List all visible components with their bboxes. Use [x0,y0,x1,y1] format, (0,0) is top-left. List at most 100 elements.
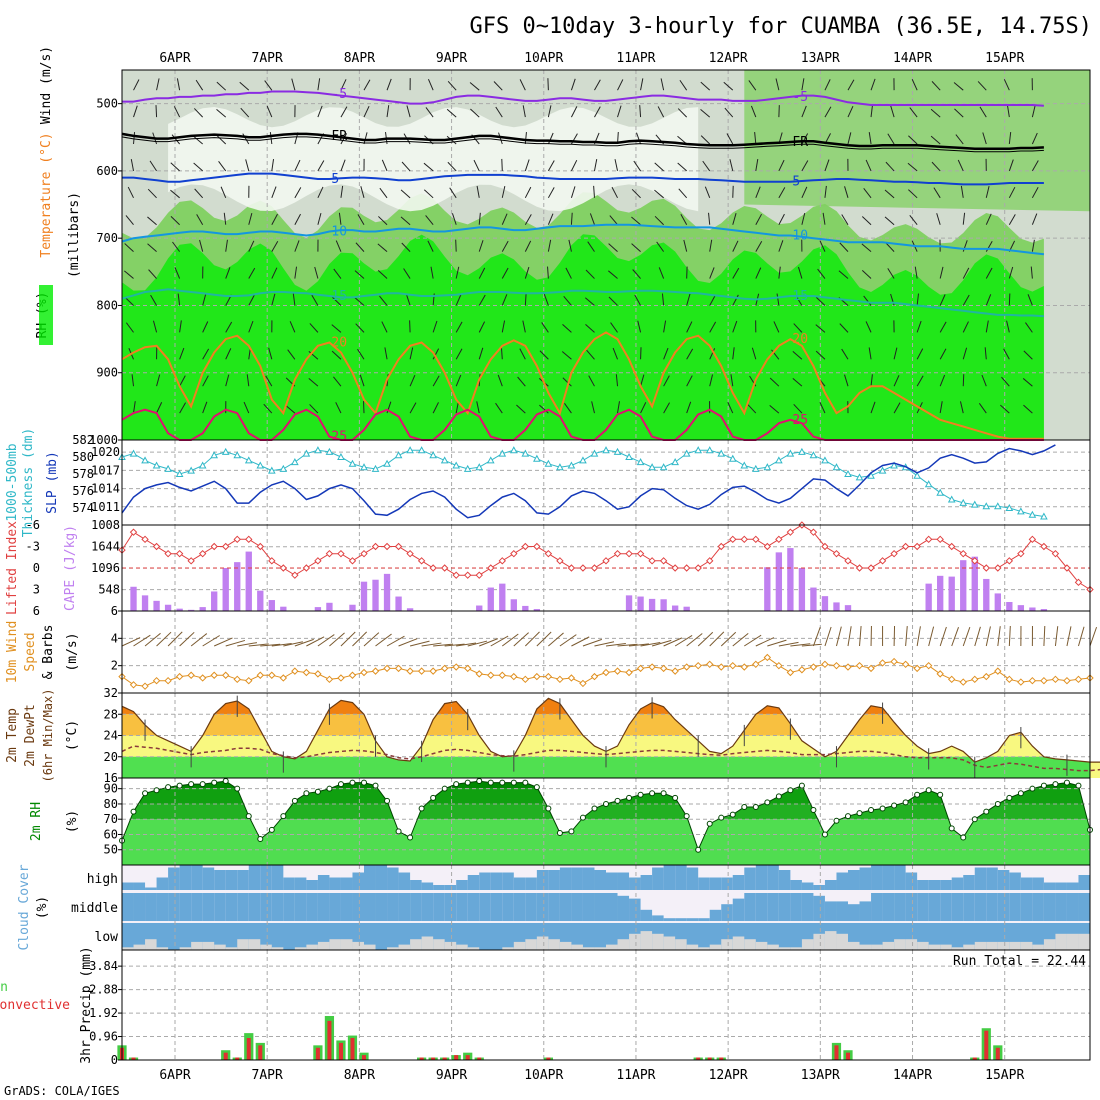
wind-barb [674,635,693,647]
cloud-cell [283,877,296,890]
axis-label-wind: Wind (m/s) [39,46,54,124]
wind-barb [449,187,457,199]
cloud-cell [168,893,181,921]
data-point [510,672,518,681]
data-point [279,674,288,682]
cloud-cell-bg [456,923,469,950]
wind-barb [686,293,691,306]
data-point [798,666,806,674]
cloud-cell-bg [467,923,480,950]
data-point [729,535,737,544]
wind-barb [778,641,799,647]
data-point [856,810,863,817]
data-point [729,811,736,818]
data-point [948,825,955,832]
data-point [659,463,668,471]
wind-barb [608,270,618,279]
axis-label-millibars: (millibars) [67,192,82,278]
wind-barb [863,188,872,199]
wind-barb [455,348,463,360]
wind-barb [702,160,711,172]
data-point [533,454,541,462]
wind-barb [632,269,641,279]
wind-barb [570,212,573,225]
data-point [522,779,529,786]
wind-barb [633,160,641,172]
wind-barb [379,187,388,199]
data-point [129,528,138,536]
wind-barb [409,640,430,647]
wind-barb [1022,378,1033,387]
wind-barb [868,347,872,360]
data-point [613,549,622,558]
wind-barb [314,266,319,279]
data-point [752,804,759,810]
wind-barb [801,212,806,225]
wind-barb [985,186,990,198]
cloud-cell [502,893,515,921]
data-point [694,446,703,454]
data-point [1017,549,1025,558]
cape-bar [510,599,517,611]
wind-barb [634,294,642,306]
cape-bar [326,602,333,611]
wind-barb [352,631,368,647]
cloud-cell [317,941,330,950]
wind-barb [591,401,595,414]
wind-barb [133,105,138,118]
axis-label-barbs: & Barbs [41,625,56,680]
wind-barb [386,78,392,91]
wind-barb [778,240,784,252]
cloud-cell [997,941,1010,950]
wind-barb [173,106,181,118]
cloud-cell [410,939,423,950]
data-point [129,681,138,689]
cloud-cell [1066,933,1079,950]
data-point [717,542,725,551]
data-point [763,542,772,551]
wind-barb [548,632,564,647]
wind-barb [640,78,644,91]
wind-barb [359,374,365,387]
cloud-cell [1055,882,1068,890]
data-point [625,549,633,558]
data-point [878,659,887,667]
wind-barb [890,105,895,118]
data-point [937,791,944,798]
wind-barb [543,294,549,306]
precip-convective-bar [972,1057,977,1060]
wind-barb [216,135,227,145]
cloud-cell [237,939,250,950]
wind-barb [401,242,411,252]
data-point [464,664,472,673]
wind-barb [354,270,365,279]
cloud-cell [928,944,941,950]
wind-barb [524,266,530,279]
wind-barb [156,374,161,387]
data-point [970,500,979,508]
wind-barb [962,294,970,306]
wind-barb [202,635,220,647]
wind-barb [317,105,323,118]
data-point [509,446,518,454]
cape-bar [798,568,806,611]
wind-barb [637,320,642,333]
wind-barb [562,323,572,333]
cloud-cell [329,877,342,890]
wind-barb [333,376,342,387]
cloud-cell [1020,877,1033,890]
wind-barb [311,294,319,306]
precip-convective-bar [477,1057,482,1060]
wind-barb [654,162,664,172]
cloud-cell [871,944,884,950]
cloud-cell [548,870,561,890]
wind-barb [841,348,849,360]
temperature-contour [121,288,1044,318]
wind-barb [433,643,454,647]
cloud-cell [306,880,319,890]
wind-barb [179,375,186,387]
wind-barb [686,321,693,333]
cloud-cell [271,865,284,890]
cloud-cell [813,933,826,950]
wind-barb [246,374,250,387]
